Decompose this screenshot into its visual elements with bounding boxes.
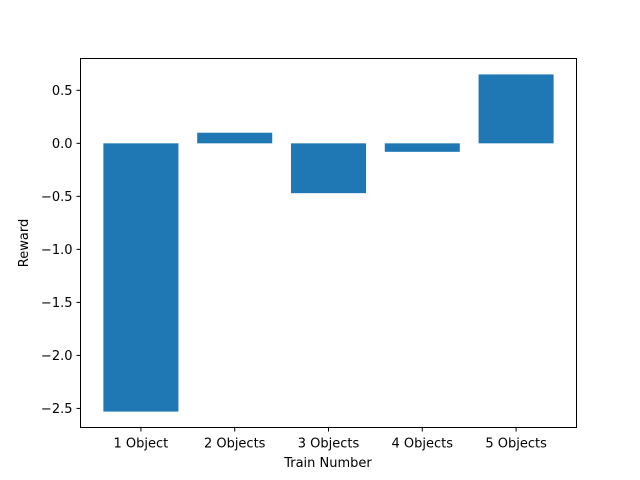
x-ticks-group: 1 Object 2 Objects 3 Objects 4 Objects 5 Obj…: [114, 427, 547, 452]
y-ticks-group: 0.5 0.0 −0.5 −1.0 −1.5 −2.0 −2.5: [41, 84, 81, 417]
plot-frame: [80, 58, 577, 428]
bar-4-objects: [384, 143, 460, 152]
bar-3-objects: [290, 143, 367, 194]
y-axis-label: Reward: [17, 219, 32, 267]
y-tick-label: 0.0: [52, 137, 73, 152]
y-tick-label: −1.5: [41, 296, 73, 311]
x-tick-label-3-objects: 3 Objects: [298, 437, 360, 452]
y-tick-label: 0.5: [52, 84, 73, 99]
bars-group: [103, 74, 554, 412]
x-tick-label-5-objects: 5 Objects: [485, 437, 547, 452]
x-axis-label: Train Number: [283, 456, 372, 471]
x-tick-label-1-object: 1 Object: [114, 437, 169, 452]
x-tick-label-2-objects: 2 Objects: [204, 437, 266, 452]
y-tick-label: −2.0: [41, 349, 73, 364]
bar-1-object: [103, 143, 179, 412]
bar-5-objects: [478, 74, 554, 144]
bar-2-objects: [197, 132, 273, 144]
y-tick-label: −2.5: [41, 402, 73, 417]
x-tick-label-4-objects: 4 Objects: [392, 437, 454, 452]
y-tick-label: −0.5: [41, 190, 73, 205]
y-tick-label: −1.0: [41, 243, 73, 258]
